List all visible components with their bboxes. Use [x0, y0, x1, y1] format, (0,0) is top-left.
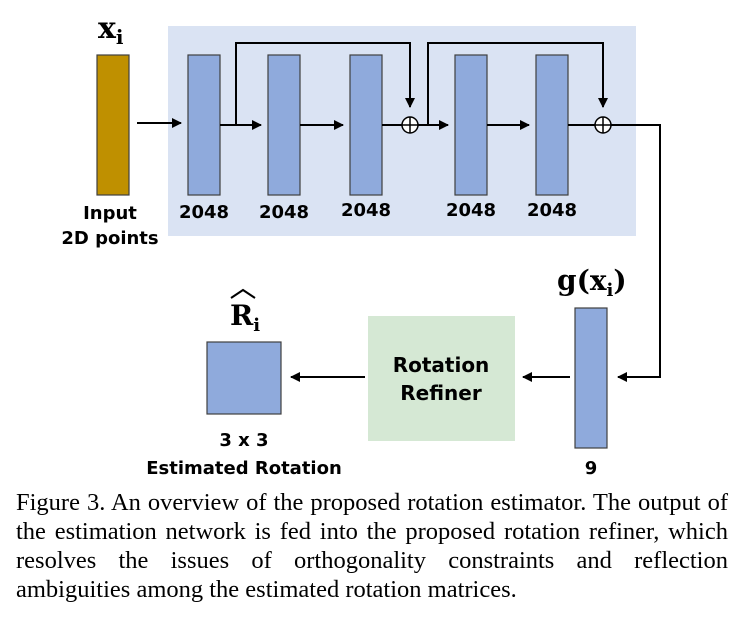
input-block — [96, 54, 130, 196]
input-label-line2: 2D points — [61, 228, 158, 249]
layer-5-size: 2048 — [527, 200, 577, 221]
layer-4 — [454, 54, 488, 196]
add-node-2 — [594, 116, 612, 134]
figure-caption: Figure 3. An overview of the proposed ro… — [16, 489, 728, 603]
add-node-1 — [401, 116, 419, 134]
output-symbol: g(xi) — [557, 264, 627, 301]
result-dim: 3 x 3 — [219, 430, 268, 451]
svg-text:Ri: Ri — [230, 299, 260, 336]
skip-connection-1 — [235, 42, 415, 125]
layer-3 — [349, 54, 383, 196]
layer-5 — [535, 54, 569, 196]
input-label-line1: Input — [83, 203, 137, 224]
skip-connection-2 — [427, 42, 608, 125]
rotation-estimator-diagram: xi Input 2D points 2048 2048 2048 2048 2… — [61, 11, 661, 479]
input-symbol: xi — [98, 11, 124, 49]
output-block — [574, 307, 608, 449]
rotation-refiner-box — [368, 316, 515, 441]
layer-1-size: 2048 — [179, 202, 229, 223]
layer-3-size: 2048 — [341, 200, 391, 221]
output-size: 9 — [585, 458, 598, 479]
result-symbol: Ri — [230, 288, 260, 336]
layer-2 — [267, 54, 301, 196]
layer-1 — [187, 54, 221, 196]
result-label: Estimated Rotation — [146, 458, 342, 479]
arrow-network-to-output — [611, 124, 661, 382]
layer-4-size: 2048 — [446, 200, 496, 221]
layer-2-size: 2048 — [259, 202, 309, 223]
result-block — [206, 341, 282, 415]
refiner-label-line2: Refiner — [400, 381, 482, 405]
refiner-label-line1: Rotation — [393, 353, 490, 377]
